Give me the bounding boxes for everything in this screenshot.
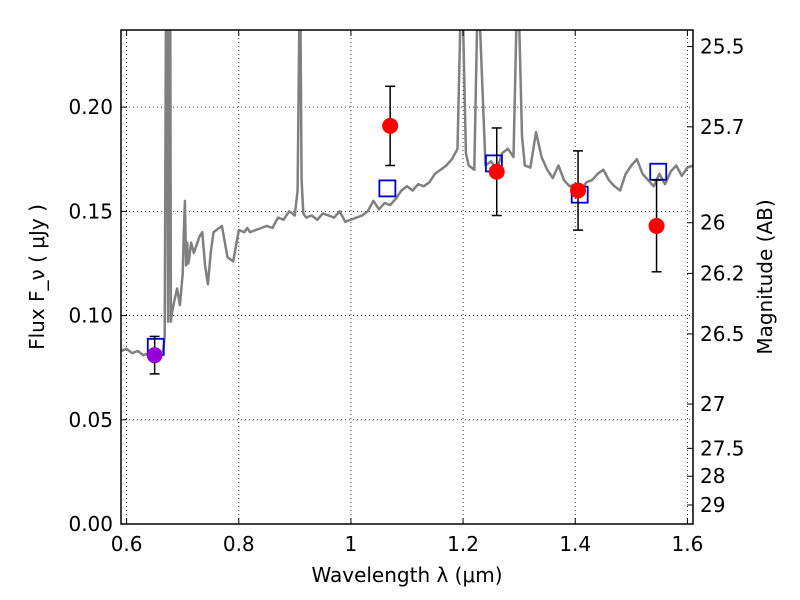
y-tick-label: 0.10: [68, 304, 113, 328]
mag-tick-label: 25.7: [700, 115, 745, 139]
observed-flux-point: [570, 182, 587, 199]
plot-frame: [120, 29, 694, 525]
mag-tick-label: 27.5: [700, 436, 745, 460]
model-flux-square: [378, 179, 397, 198]
y-tick-label: 0.15: [68, 199, 113, 223]
mag-tick-label: 27: [700, 392, 725, 416]
x-tick-label: 1.2: [447, 532, 479, 556]
mag-tick-label: 26: [700, 211, 725, 235]
x-tick-label: 0.6: [111, 532, 143, 556]
series-layer: [121, 30, 693, 375]
y-tick-label: 0.20: [68, 95, 113, 119]
y-tick-label: 0.05: [68, 408, 113, 432]
mag-tick-label: 25.5: [700, 34, 745, 58]
x-axis-label: Wavelength λ (μm): [311, 563, 502, 587]
axis-ticks: 0.6 0.8 1 1.2 1.4 1.6 0.00 0.05 0.10 0.15 0.20 25.5…: [68, 30, 745, 556]
plot-area: [121, 30, 693, 375]
y-tick-label: 0.00: [68, 512, 113, 536]
mag-tick-label: 26.5: [700, 322, 745, 346]
mag-tick-label: 29: [700, 493, 725, 517]
observed-flux-point: [648, 217, 665, 234]
right-axis-label: Magnitude (AB): [753, 199, 777, 354]
x-tick-label: 1.6: [671, 532, 703, 556]
x-tick-label: 1: [345, 532, 358, 556]
sed-spectrum-line: [121, 30, 693, 357]
x-tick-label: 0.8: [223, 532, 255, 556]
observed-flux-point: [382, 117, 399, 134]
mag-tick-label: 26.2: [700, 261, 745, 285]
y-axis-label: Flux F_ν ( μJy ): [25, 204, 49, 350]
observed-flux-point: [488, 163, 505, 180]
mag-tick-label: 28: [700, 464, 725, 488]
observed-flux-point: [146, 347, 163, 364]
x-tick-label: 1.4: [559, 532, 591, 556]
